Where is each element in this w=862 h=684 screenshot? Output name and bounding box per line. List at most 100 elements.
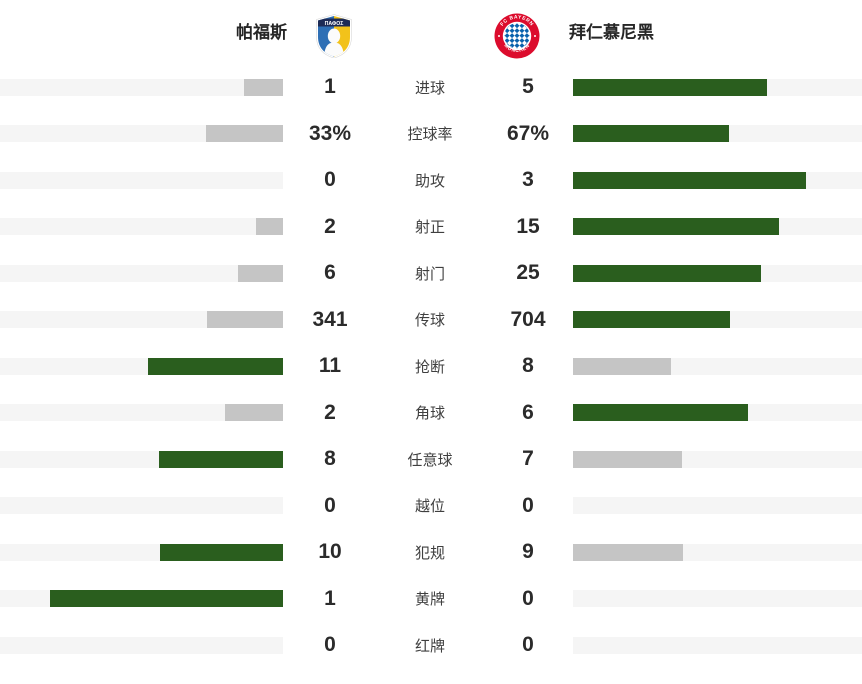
away-bar-track [573,497,862,515]
stat-row: 2 角球 6 [0,390,862,437]
home-bar-track [0,590,283,608]
home-crest-text: ΠΑΦΟΣ [325,21,344,27]
stat-label: 抢断 [414,358,445,376]
home-stat-bar [238,264,283,282]
stat-row: 0 助攻 3 [0,157,862,204]
home-stat-value: 10 [318,540,342,564]
stats-list: 1 进球 5 33% 控球率 67% 0 助攻 3 2 射正 15 6 射门 25 341 传球 704 11 抢断 8… [0,64,862,669]
away-stat-value: 8 [522,354,534,378]
away-team-name: 拜仁慕尼黑 [569,23,654,42]
away-stat-value: 7 [522,447,534,471]
away-stat-value: 5 [522,75,534,99]
stat-label: 黄牌 [414,591,445,609]
stat-row: 11 抢断 8 [0,343,862,390]
stat-label: 角球 [414,405,445,423]
away-bar-track [573,590,862,608]
away-stat-value: 0 [522,633,534,657]
away-stat-bar [573,450,682,468]
home-stat-value: 2 [324,214,336,238]
away-stat-value: 6 [522,400,534,424]
home-stat-value: 33% [308,121,352,145]
away-stat-value: 704 [510,307,546,331]
home-team-crest-icon: ΠΑΦΟΣ [314,14,354,63]
home-stat-value: 0 [324,493,336,517]
away-bar-track [573,218,862,236]
stat-label: 传球 [414,312,445,330]
away-bar-track [573,171,862,189]
home-stat-bar [225,404,283,422]
away-stat-bar [573,543,683,561]
home-stat-bar [207,311,283,329]
stat-row: 2 射正 15 [0,204,862,251]
home-stat-bar [206,125,283,143]
stat-label: 犯规 [414,544,445,562]
away-stat-value: 25 [516,261,540,285]
stat-row: 10 犯规 9 [0,529,862,576]
away-stat-bar [573,218,779,236]
home-bar-track [0,311,283,329]
home-bar-track [0,404,283,422]
away-bar-track [573,636,862,654]
away-bar-track [573,78,862,96]
stat-row: 6 射门 25 [0,250,862,297]
stat-label: 控球率 [407,126,453,144]
stat-row: 1 进球 5 [0,64,862,111]
away-stat-bar [573,78,767,96]
stat-row: 33% 控球率 67% [0,111,862,158]
svg-text:MÜNCHEN: MÜNCHEN [503,43,532,54]
away-stat-value: 9 [522,540,534,564]
away-stat-bar [573,264,761,282]
home-bar-track [0,78,283,96]
away-bar-track [573,311,862,329]
home-stat-value: 11 [318,354,342,378]
match-stats-panel: 帕福斯 ΠΑΦΟΣ [0,0,862,669]
stat-label: 射正 [414,219,445,237]
home-bar-track [0,218,283,236]
home-bar-track [0,450,283,468]
home-stat-value: 6 [324,261,336,285]
away-stat-value: 3 [522,168,534,192]
away-bar-track [573,543,862,561]
away-stat-bar [573,404,748,422]
away-stat-bar [573,357,671,375]
match-header: 帕福斯 ΠΑΦΟΣ [0,0,862,64]
stat-row: 0 越位 0 [0,483,862,530]
home-stat-bar [160,543,283,561]
away-bar-track [573,264,862,282]
home-bar-track [0,171,283,189]
stat-label: 助攻 [414,172,445,190]
away-stat-bar [573,311,730,329]
stat-label: 任意球 [407,451,453,469]
away-team-crest-icon: FC BAYERN MÜNCHEN [494,13,540,64]
stat-label: 射门 [414,265,445,283]
away-stat-value: 0 [522,586,534,610]
away-stat-value: 67% [506,121,550,145]
stat-row: 341 传球 704 [0,297,862,344]
stat-row: 0 红牌 0 [0,622,862,669]
home-stat-bar [159,450,283,468]
home-bar-track [0,636,283,654]
home-stat-value: 8 [324,447,336,471]
home-bar-track [0,357,283,375]
home-stat-bar [50,590,283,608]
stat-label: 红牌 [414,637,445,655]
home-bar-track [0,125,283,143]
away-stat-value: 15 [516,214,540,238]
stat-label: 越位 [414,498,445,516]
home-stat-value: 2 [324,400,336,424]
home-stat-value: 0 [324,633,336,657]
away-stat-bar [573,171,806,189]
home-stat-bar [256,218,283,236]
home-stat-value: 1 [324,75,336,99]
away-stat-bar [573,125,729,143]
away-bar-track [573,357,862,375]
stat-row: 8 任意球 7 [0,436,862,483]
home-team-name: 帕福斯 [236,23,287,42]
home-stat-bar [244,78,283,96]
home-bar-track [0,543,283,561]
home-stat-value: 0 [324,168,336,192]
away-bar-track [573,404,862,422]
home-bar-track [0,497,283,515]
away-crest-text-bottom: MÜNCHEN [503,43,531,54]
home-bar-track [0,264,283,282]
